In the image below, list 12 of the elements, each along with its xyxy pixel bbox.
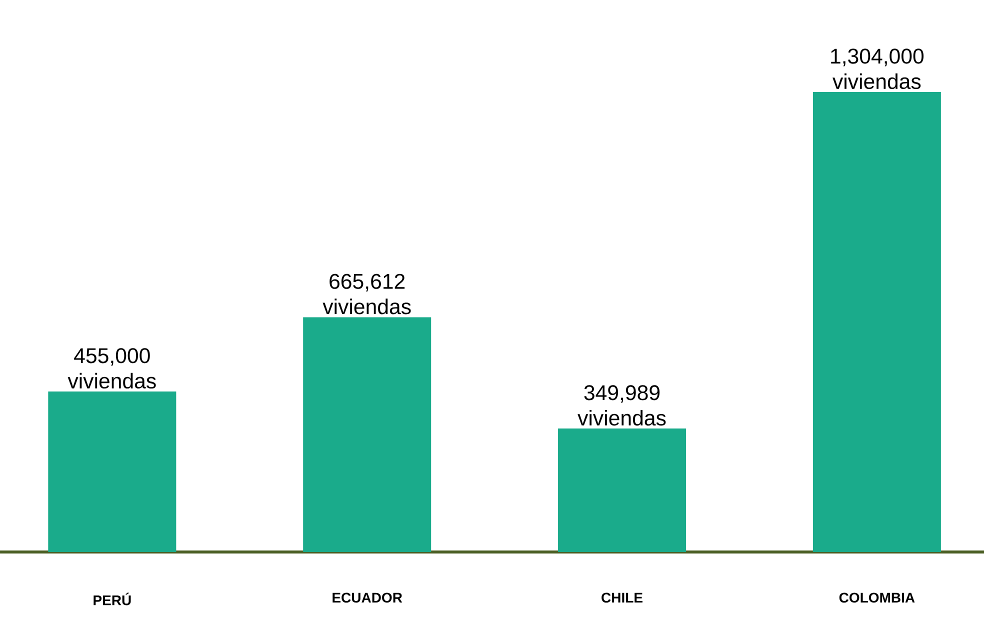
data-label: 665,612 viviendas — [322, 274, 411, 314]
x-tick-label: ECUADOR — [332, 592, 402, 603]
bar — [303, 317, 432, 552]
x-tick-label: CHILE — [602, 592, 642, 603]
data-label: 349,989 viviendas — [578, 385, 666, 426]
x-tick-label: PERÚ — [94, 592, 131, 606]
bar — [812, 92, 941, 552]
bar — [48, 391, 176, 552]
data-label: 455,000 viviendas — [68, 348, 156, 389]
x-tick-label: COLOMBIA — [839, 592, 915, 603]
data-label: 1,304,000 viviendas — [831, 48, 924, 90]
bar — [558, 428, 686, 552]
